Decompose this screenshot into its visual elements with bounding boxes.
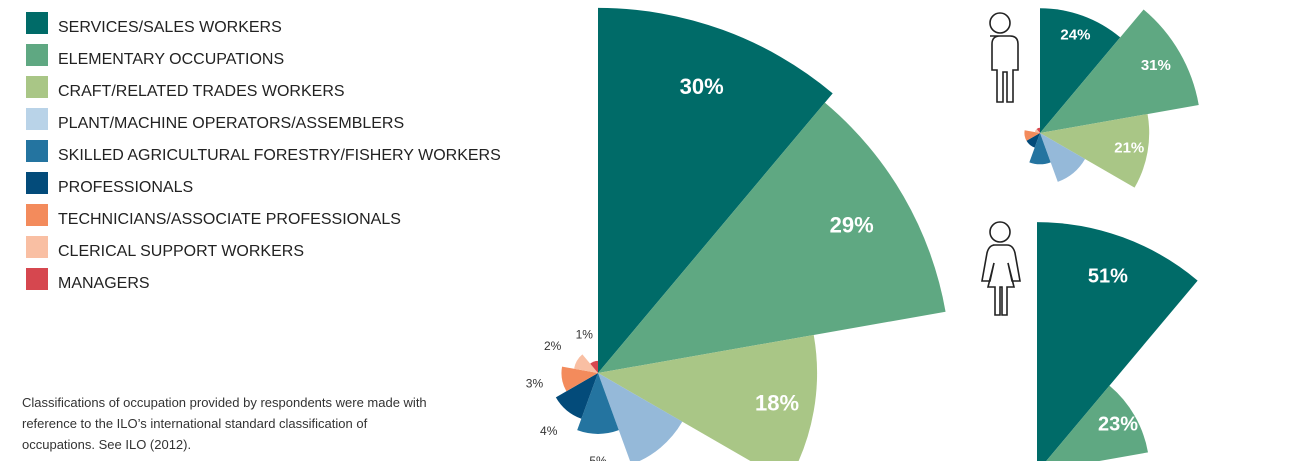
wedge (1040, 9, 1199, 134)
legend-label: PROFESSIONALS (58, 179, 193, 196)
wedge (1040, 133, 1086, 182)
value-label: 18% (755, 390, 799, 415)
legend-label: ELEMENTARY OCCUPATIONS (58, 51, 284, 68)
legend-label: CLERICAL SUPPORT WORKERS (58, 243, 304, 260)
male-icon (989, 12, 1019, 103)
legend-label: SERVICES/SALES WORKERS (58, 19, 282, 36)
value-label: 23% (1098, 414, 1138, 436)
legend-label: CRAFT/RELATED TRADES WORKERS (58, 83, 345, 100)
wedge (1046, 385, 1148, 461)
value-label: 21% (1114, 140, 1144, 157)
value-label: 29% (830, 212, 874, 237)
legend-label: MANAGERS (58, 275, 150, 292)
value-label: 5% (589, 454, 607, 461)
legend-swatch (26, 236, 48, 258)
legend-label: TECHNICIANS/ASSOCIATE PROFESSIONALS (58, 211, 401, 228)
value-label: 31% (1141, 57, 1171, 74)
legend-swatch (26, 172, 48, 194)
wedge (1029, 133, 1051, 165)
wedge (1037, 222, 1198, 461)
wedge (1026, 133, 1040, 148)
wedge (1036, 127, 1040, 133)
legend-label: PLANT/MACHINE OPERATORS/ASSEMBLERS (58, 115, 404, 132)
wedge (561, 366, 598, 392)
wedge (555, 373, 598, 419)
wedge (598, 102, 946, 373)
wedge (598, 373, 683, 461)
value-label: 4% (540, 424, 558, 438)
wedge (1040, 114, 1150, 188)
wedge (574, 354, 598, 373)
note: Classifications of occupation provided b… (22, 395, 427, 452)
value-label: 24% (1060, 27, 1090, 44)
legend-swatch (26, 76, 48, 98)
wedge (590, 360, 598, 373)
wedge (598, 7, 833, 374)
value-label: 3% (526, 376, 544, 390)
value-label: 51% (1088, 265, 1128, 287)
female-icon (981, 221, 1021, 316)
wedge (1040, 8, 1121, 134)
wedge (1024, 130, 1040, 141)
value-label: 2% (544, 339, 562, 353)
legend-label: SKILLED AGRICULTURAL FORESTRY/FISHERY WO… (58, 147, 501, 164)
value-label: 30% (680, 74, 724, 99)
wedge (1034, 129, 1040, 133)
value-label: 1% (576, 327, 594, 341)
legend-swatch (26, 44, 48, 66)
legend-swatch (26, 140, 48, 162)
legend-swatch (26, 268, 48, 290)
legend-swatch (26, 12, 48, 34)
legend-swatch (26, 204, 48, 226)
legend-swatch (26, 108, 48, 130)
wedge (598, 334, 818, 461)
wedge (577, 373, 619, 434)
